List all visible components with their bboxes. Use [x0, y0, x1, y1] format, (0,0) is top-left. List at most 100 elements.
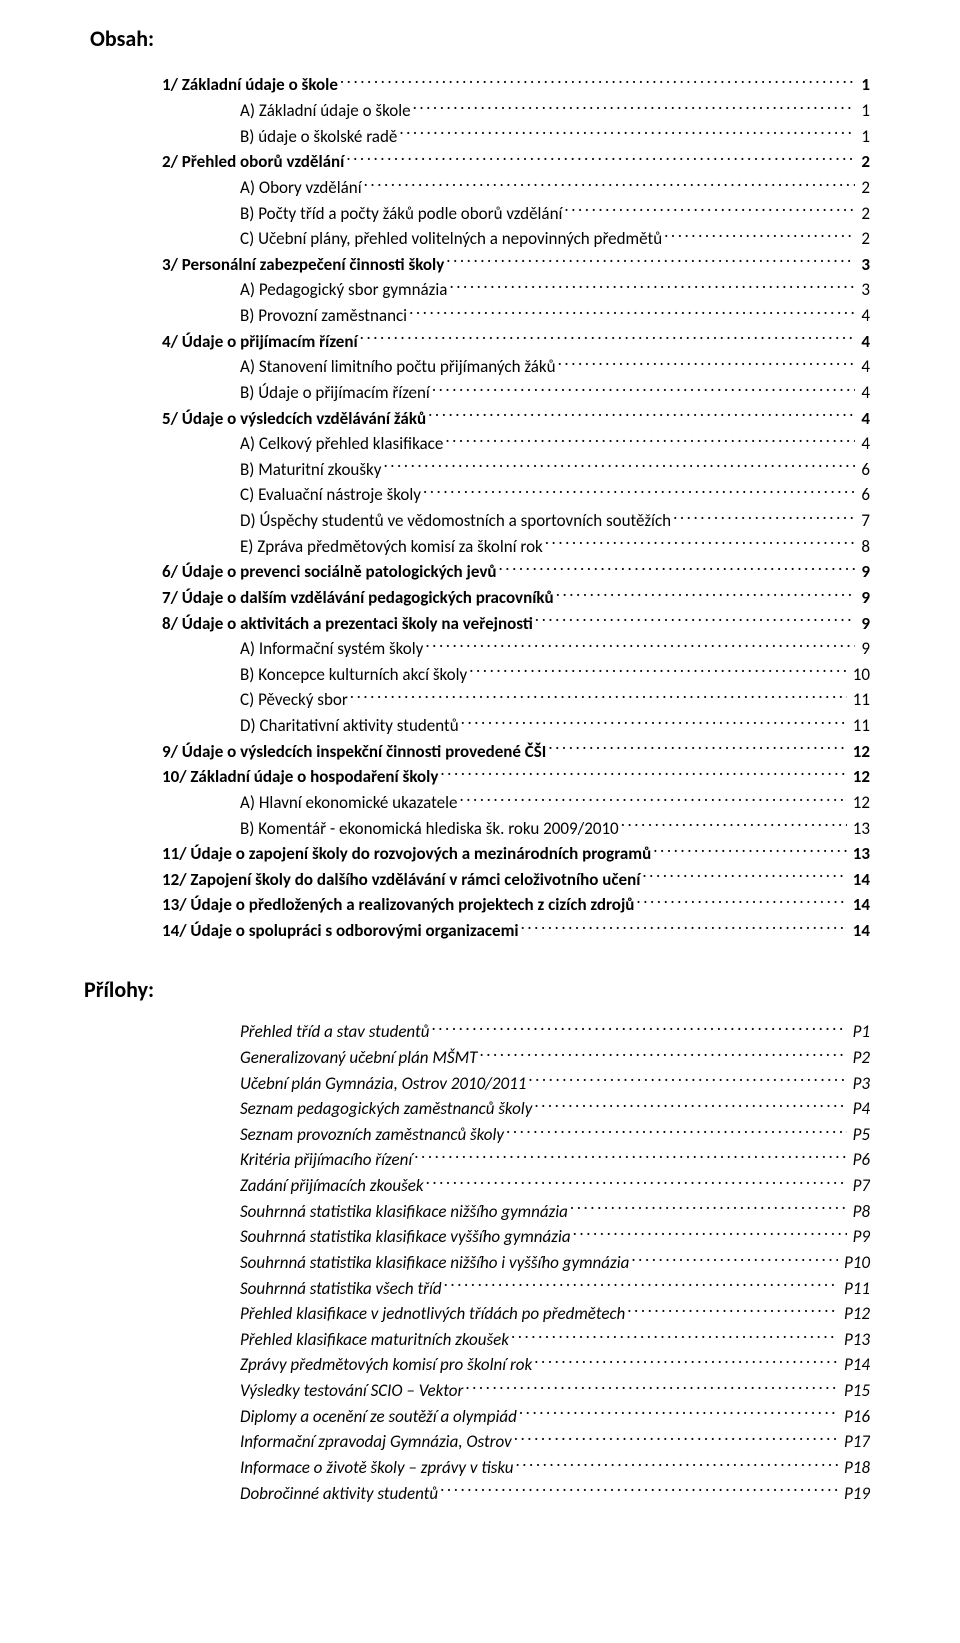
- toc-label: D) Úspěchy studentů ve vědomostních a sp…: [240, 510, 671, 533]
- toc-label: E) Zpráva předmětových komisí za školní …: [240, 536, 543, 559]
- appendix-leader: [479, 1044, 846, 1063]
- appendix-page-number: P11: [840, 1278, 870, 1301]
- appendix-leader: [515, 1454, 838, 1473]
- appendix-page-number: P1: [849, 1021, 870, 1044]
- toc-leader: [673, 507, 855, 526]
- appendix-row: Diplomy a ocenění ze soutěží a olympiádP…: [90, 1403, 870, 1429]
- appendix-leader: [570, 1198, 847, 1217]
- toc-label: 5/ Údaje o výsledcích vzdělávání žáků: [162, 408, 426, 431]
- toc-leader: [664, 225, 855, 244]
- toc-page-number: 12: [849, 741, 870, 764]
- toc-row: 7/ Údaje o dalším vzdělávání pedagogický…: [90, 584, 870, 610]
- toc-row: B) Maturitní zkoušky6: [90, 456, 870, 482]
- appendix-label: Diplomy a ocenění ze soutěží a olympiád: [240, 1406, 517, 1429]
- toc-leader: [653, 840, 847, 859]
- appendix-row: Přehled klasifikace v jednotlivých třídá…: [90, 1301, 870, 1327]
- toc-label: B) Provozní zaměstnanci: [240, 305, 407, 328]
- toc-row: B) Provozní zaměstnanci4: [90, 302, 870, 328]
- toc-row: 1/ Základní údaje o škole1: [90, 72, 870, 98]
- toc-page-number: 10: [849, 664, 870, 687]
- appendix-label: Přehled klasifikace v jednotlivých třídá…: [240, 1303, 625, 1326]
- toc-label: 3/ Personální zabezpečení činnosti školy: [162, 254, 444, 277]
- toc-row: B) Komentář - ekonomická hlediska šk. ro…: [90, 815, 870, 841]
- appendix-leader: [631, 1249, 838, 1268]
- appendix-leader: [506, 1121, 847, 1140]
- toc-label: B) Koncepce kulturních akcí školy: [240, 664, 467, 687]
- appendix-page-number: P9: [849, 1226, 870, 1249]
- appendix-page-number: P15: [840, 1380, 870, 1403]
- toc-leader: [535, 610, 856, 629]
- toc-leader: [558, 354, 856, 373]
- toc-page-number: 2: [857, 203, 870, 226]
- appendix-row: Přehled tříd a stav studentůP1: [90, 1019, 870, 1045]
- toc-label: 14/ Údaje o spolupráci s odborovými orga…: [162, 920, 519, 943]
- appendix-row: Dobročinné aktivity studentůP19: [90, 1480, 870, 1506]
- toc-label: B) Počty tříd a počty žáků podle oborů v…: [240, 203, 562, 226]
- appendix-leader: [528, 1070, 846, 1089]
- appendix-label: Souhrnná statistika klasifikace nižšího …: [240, 1201, 568, 1224]
- toc-page-number: 13: [849, 843, 870, 866]
- toc-row: A) Celkový přehled klasifikace4: [90, 430, 870, 456]
- toc-label: A) Hlavní ekonomické ukazatele: [240, 792, 457, 815]
- appendix-row: Souhrnná statistika klasifikace nižšího …: [90, 1249, 870, 1275]
- appendix-leader: [534, 1096, 846, 1115]
- toc-row: D) Charitativní aktivity studentů11: [90, 712, 870, 738]
- toc-leader: [413, 97, 856, 116]
- toc-leader: [383, 456, 855, 475]
- appendix-row: Výsledky testování SCIO – VektorP15: [90, 1377, 870, 1403]
- appendix-leader: [414, 1147, 846, 1166]
- toc-page-number: 4: [857, 331, 870, 354]
- toc-label: 4/ Údaje o přijímacím řízení: [162, 331, 358, 354]
- appendices-heading: Přílohy:: [84, 975, 870, 1005]
- appendix-label: Seznam provozních zaměstnanců školy: [240, 1124, 504, 1147]
- appendix-label: Souhrnná statistika klasifikace nižšího …: [240, 1252, 629, 1275]
- appendix-row: Souhrnná statistika všech třídP11: [90, 1275, 870, 1301]
- toc-label: C) Evaluační nástroje školy: [240, 484, 421, 507]
- toc-leader: [459, 789, 846, 808]
- toc-page-number: 14: [849, 894, 870, 917]
- toc-page-number: 4: [857, 356, 870, 379]
- appendix-page-number: P13: [840, 1329, 870, 1352]
- toc-label: 1/ Základní údaje o škole: [162, 74, 338, 97]
- appendix-label: Zadání přijímacích zkoušek: [240, 1175, 424, 1198]
- toc-label: A) Pedagogický sbor gymnázia: [240, 279, 447, 302]
- toc-row: C) Evaluační nástroje školy6: [90, 482, 870, 508]
- toc-label: A) Informační systém školy: [240, 638, 423, 661]
- toc-label: 12/ Zapojení školy do dalšího vzdělávání…: [162, 869, 640, 892]
- page-heading: Obsah:: [90, 24, 870, 54]
- appendix-page-number: P12: [840, 1303, 870, 1326]
- toc-page-number: 7: [857, 510, 870, 533]
- toc-page-number: 8: [857, 536, 870, 559]
- toc-leader: [564, 200, 855, 219]
- toc-leader: [469, 661, 847, 680]
- toc-page-number: 3: [857, 254, 870, 277]
- appendix-page-number: P5: [849, 1124, 870, 1147]
- appendix-row: Souhrnná statistika klasifikace nižšího …: [90, 1198, 870, 1224]
- appendix-page-number: P3: [849, 1073, 870, 1096]
- appendix-row: Seznam provozních zaměstnanců školy P5: [90, 1121, 870, 1147]
- toc-page-number: 9: [857, 561, 870, 584]
- appendix-page-number: P10: [840, 1252, 870, 1275]
- toc-label: C) Učební plány, přehled volitelných a n…: [240, 228, 662, 251]
- toc-leader: [556, 584, 856, 603]
- toc-leader: [425, 635, 855, 654]
- appendix-leader: [519, 1403, 838, 1422]
- toc-row: 10/ Základní údaje o hospodaření školy12: [90, 764, 870, 790]
- toc-page-number: 14: [849, 920, 870, 943]
- appendix-page-number: P17: [840, 1431, 870, 1454]
- appendix-page-number: P19: [840, 1483, 870, 1506]
- appendix-leader: [444, 1275, 838, 1294]
- appendix-page-number: P2: [849, 1047, 870, 1070]
- appendix-row: Informační zpravodaj Gymnázia, OstrovP17: [90, 1429, 870, 1455]
- toc-label: A) Stanovení limitního počtu přijímaných…: [240, 356, 556, 379]
- appendix-page-number: P7: [849, 1175, 870, 1198]
- toc-label: A) Základní údaje o škole: [240, 100, 411, 123]
- toc-page-number: 4: [857, 382, 870, 405]
- toc-leader: [642, 866, 846, 885]
- toc-page-number: 13: [849, 818, 870, 841]
- appendix-label: Souhrnná statistika klasifikace vyššího …: [240, 1226, 571, 1249]
- toc-row: 9/ Údaje o výsledcích inspekční činnosti…: [90, 738, 870, 764]
- toc-row: C) Pěvecký sbor11: [90, 687, 870, 713]
- toc-page-number: 9: [857, 587, 870, 610]
- appendix-leader: [573, 1224, 847, 1243]
